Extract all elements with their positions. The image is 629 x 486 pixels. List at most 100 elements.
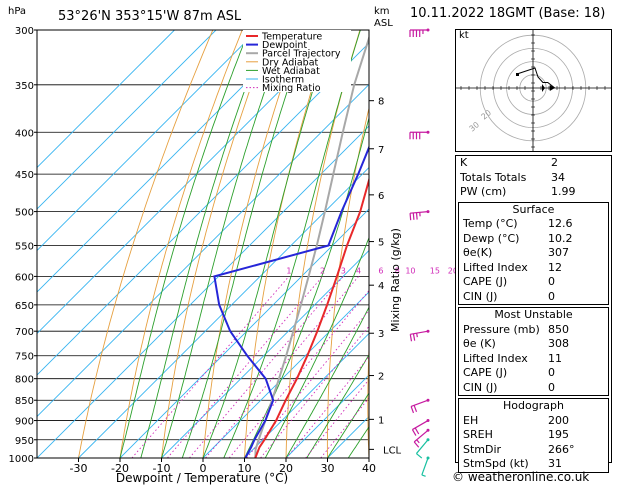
most-unstable-row-value: 0 xyxy=(548,380,555,394)
height-tick-label: 5 xyxy=(378,238,384,249)
wind-barb-flag xyxy=(414,427,420,435)
hodograph-arrow xyxy=(549,85,555,91)
isotherm xyxy=(37,30,341,335)
pressure-tick-label: 550 xyxy=(15,241,34,252)
y-axis-title-mixing-ratio: Mixing Ratio (g/kg) xyxy=(389,228,402,332)
surface-row-label: CAPE (J) xyxy=(463,275,508,288)
most-unstable-row: CIN (J) 0 xyxy=(459,381,608,396)
wind-barb-flag xyxy=(415,212,418,220)
mixing-ratio-label: 6 xyxy=(378,266,383,275)
pressure-tick-label: 650 xyxy=(15,301,34,312)
height-tick-label: 6 xyxy=(378,191,384,202)
pressure-tick-label: 700 xyxy=(15,327,34,338)
wind-barbs xyxy=(409,28,430,477)
wind-barb-staff xyxy=(421,457,429,476)
mixing-ratio-label: 20 xyxy=(448,266,458,275)
wind-barb-base xyxy=(426,28,430,32)
wet-adiabat xyxy=(119,30,250,458)
temperature-tick-label: -20 xyxy=(111,462,129,475)
copyright-label: © weatheronline.co.uk xyxy=(452,470,590,484)
wind-barb xyxy=(413,428,430,448)
most-unstable-row-value: 11 xyxy=(548,351,562,365)
wet-adiabat xyxy=(285,306,369,458)
temperature-tick-label: -30 xyxy=(70,462,88,475)
wet-adiabat xyxy=(140,30,268,458)
mixing-ratio-line xyxy=(205,276,359,458)
wind-barb-halfflag xyxy=(416,333,418,338)
isotherm xyxy=(37,83,369,418)
location-label: 53°26'N 353°15'W 87m ASL xyxy=(58,9,242,24)
hodograph-table-title: Hodograph xyxy=(503,399,564,412)
dry-adiabat xyxy=(244,30,331,458)
index-row-value: 1.99 xyxy=(551,185,576,198)
mixing-ratio-labels: 12346810152025 xyxy=(286,266,472,275)
pressure-tick-label: 600 xyxy=(15,272,34,283)
wind-barb-flag xyxy=(416,453,423,459)
surface-row: Dewp (°C) 10.2 xyxy=(459,232,608,247)
wind-barb-base xyxy=(426,130,430,134)
temperature-tick-label: 30 xyxy=(321,462,335,475)
hodograph-row-value: 266° xyxy=(548,442,575,456)
wet-adiabat xyxy=(264,236,369,458)
wind-barb-staff xyxy=(410,399,429,407)
most-unstable-title: Most Unstable xyxy=(494,308,573,321)
hodograph-row-label: SREH xyxy=(463,428,493,441)
pressure-tick-label: 1000 xyxy=(9,454,34,465)
dewpoint-line xyxy=(213,144,369,458)
wind-barb-flag xyxy=(413,441,420,448)
legend-label: Isotherm xyxy=(262,75,304,86)
pressure-tick-label: 350 xyxy=(15,81,34,92)
wind-barb-flag xyxy=(413,405,418,413)
height-unit-km: km xyxy=(374,6,390,17)
pressure-tick-label: 900 xyxy=(15,417,34,428)
mixing-ratio-line xyxy=(131,276,290,458)
wind-barb xyxy=(415,438,430,459)
wind-barb-staff xyxy=(412,420,429,431)
surface-row-label: Temp (°C) xyxy=(463,217,518,230)
most-unstable-row: CAPE (J) 0 xyxy=(459,366,608,381)
dry-adiabat xyxy=(78,30,214,458)
wind-barb-base xyxy=(426,456,430,460)
pressure-tick-label: 300 xyxy=(15,26,34,37)
height-tick-label: 1 xyxy=(378,415,384,426)
isotherm xyxy=(285,374,369,458)
wind-barb xyxy=(409,210,430,221)
wet-adiabat xyxy=(181,30,309,458)
surface-row-label: CIN (J) xyxy=(463,289,498,303)
legend-label: Temperature xyxy=(261,32,322,43)
pressure-tick-label: 400 xyxy=(15,128,34,139)
wind-barb xyxy=(409,28,430,37)
hodograph-start-marker xyxy=(516,73,519,76)
legend-label: Parcel Trajectory xyxy=(262,49,341,60)
most-unstable-row-label: Pressure (mb) xyxy=(463,322,540,336)
wind-barb-halfflag xyxy=(416,439,420,444)
height-tick-label: 4 xyxy=(378,281,384,292)
legend-label: Dry Adiabat xyxy=(262,57,319,68)
dry-adiabat xyxy=(202,30,302,458)
surface-row: Temp (°C) 12.6 xyxy=(459,217,608,232)
hodograph-ring-label: 30 xyxy=(468,120,482,133)
hodograph-row: SREH 195 xyxy=(459,428,608,443)
wind-barb-base xyxy=(426,428,430,432)
surface-box: Surface Temp (°C) 12.6 Dewp (°C) 10.2 θe(K) 3… xyxy=(458,201,609,305)
most-unstable-row: Lifted Index 11 xyxy=(459,352,608,367)
height-tick-label: 2 xyxy=(378,372,384,383)
wind-barb xyxy=(410,398,430,414)
surface-row-value: 12 xyxy=(548,260,562,274)
isotherm xyxy=(37,30,300,293)
surface-row: Lifted Index 12 xyxy=(459,261,608,276)
hodograph-row-label: StmSpd (kt) xyxy=(463,457,529,470)
height-unit-asl: ASL xyxy=(374,18,393,29)
datetime-label: 10.11.2022 18GMT (Base: 18) xyxy=(410,6,606,21)
isotherm xyxy=(78,166,369,458)
surface-row-value: 307 xyxy=(548,246,569,259)
index-row-label: Totals Totals xyxy=(460,170,527,184)
isotherm xyxy=(37,30,217,210)
pressure-axis: 300 350 400 450 500 550 600 650 700 750 800 850 900 9… xyxy=(9,26,37,465)
isotherm xyxy=(37,42,369,376)
wet-adiabat xyxy=(202,30,333,458)
dry-adiabat xyxy=(161,30,273,458)
isotherm xyxy=(161,249,369,458)
